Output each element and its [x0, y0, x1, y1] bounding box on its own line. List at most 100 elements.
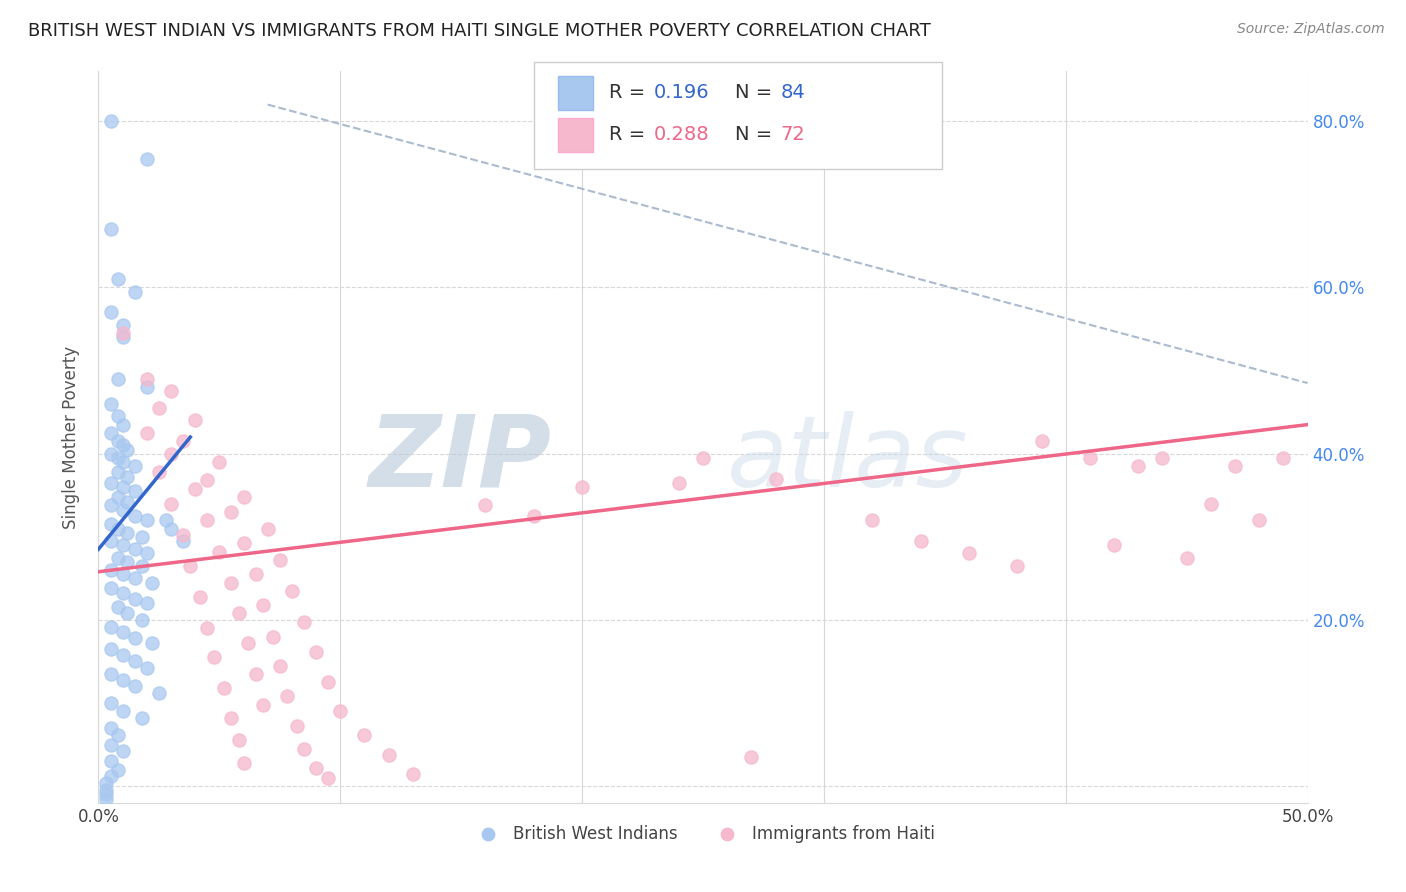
- Point: [135, 380, 157, 394]
- Point: [281, 583, 304, 598]
- Text: R =: R =: [609, 125, 651, 145]
- Point: [148, 465, 170, 479]
- Point: [740, 750, 762, 764]
- Point: [305, 761, 328, 775]
- Point: [111, 673, 134, 687]
- Point: [117, 442, 139, 457]
- Point: [1272, 450, 1295, 465]
- Point: [195, 473, 218, 487]
- Point: [107, 272, 129, 286]
- Text: R =: R =: [609, 83, 651, 103]
- Point: [124, 509, 146, 524]
- Point: [353, 728, 375, 742]
- Point: [100, 533, 122, 548]
- Point: [111, 567, 134, 582]
- Point: [100, 222, 122, 236]
- Point: [94, 783, 117, 797]
- Point: [111, 330, 134, 344]
- Point: [107, 450, 129, 465]
- Point: [184, 482, 207, 496]
- Point: [107, 521, 129, 535]
- Point: [107, 372, 129, 386]
- Point: [107, 434, 129, 449]
- Point: [100, 696, 122, 710]
- Text: ZIP: ZIP: [368, 410, 551, 508]
- Point: [329, 705, 352, 719]
- Point: [135, 513, 157, 527]
- Point: [135, 596, 157, 610]
- Point: [252, 598, 274, 612]
- Text: atlas: atlas: [727, 410, 969, 508]
- Point: [135, 546, 157, 560]
- Point: [124, 285, 146, 299]
- Point: [1223, 459, 1246, 474]
- Point: [100, 517, 122, 532]
- Point: [523, 509, 546, 524]
- Point: [135, 661, 157, 675]
- Point: [111, 318, 134, 332]
- Point: [124, 542, 146, 557]
- Point: [124, 655, 146, 669]
- Point: [124, 459, 146, 474]
- Point: [195, 621, 218, 635]
- Point: [1031, 434, 1053, 449]
- Point: [131, 613, 153, 627]
- Text: N =: N =: [735, 125, 779, 145]
- Point: [910, 533, 932, 548]
- Point: [256, 521, 278, 535]
- Point: [111, 538, 134, 552]
- Point: [141, 636, 163, 650]
- Point: [377, 747, 399, 762]
- Point: [107, 763, 129, 777]
- Point: [188, 590, 211, 604]
- Point: [135, 425, 157, 440]
- Point: [100, 114, 122, 128]
- Point: [212, 681, 235, 695]
- Point: [765, 472, 787, 486]
- Point: [111, 744, 134, 758]
- Point: [100, 582, 122, 596]
- Point: [232, 490, 254, 504]
- Point: [221, 575, 243, 590]
- Point: [957, 546, 980, 560]
- Point: [100, 475, 122, 490]
- Point: [107, 728, 129, 742]
- Point: [1078, 450, 1101, 465]
- Point: [100, 642, 122, 657]
- Point: [245, 567, 267, 582]
- Point: [111, 625, 134, 640]
- Point: [228, 607, 250, 621]
- Point: [221, 711, 243, 725]
- Point: [172, 528, 194, 542]
- Point: [474, 498, 496, 512]
- Point: [316, 771, 339, 785]
- Point: [208, 545, 231, 559]
- Point: [100, 738, 122, 752]
- Point: [100, 563, 122, 577]
- Legend: British West Indians, Immigrants from Haiti: British West Indians, Immigrants from Ha…: [464, 818, 942, 849]
- Point: [571, 480, 593, 494]
- Point: [124, 484, 146, 499]
- Point: [100, 769, 122, 783]
- Point: [316, 675, 339, 690]
- Point: [692, 450, 714, 465]
- Point: [100, 397, 122, 411]
- Point: [860, 513, 883, 527]
- Point: [111, 503, 134, 517]
- Point: [117, 470, 139, 484]
- Point: [111, 705, 134, 719]
- Point: [94, 791, 117, 805]
- Point: [124, 592, 146, 607]
- Point: [238, 636, 260, 650]
- Point: [100, 667, 122, 681]
- Point: [172, 533, 194, 548]
- Point: [100, 305, 122, 319]
- Point: [184, 413, 207, 427]
- Point: [107, 490, 129, 504]
- Point: [155, 513, 177, 527]
- Point: [172, 434, 194, 449]
- Point: [135, 372, 157, 386]
- Point: [131, 558, 153, 573]
- Point: [1249, 513, 1271, 527]
- Point: [292, 741, 315, 756]
